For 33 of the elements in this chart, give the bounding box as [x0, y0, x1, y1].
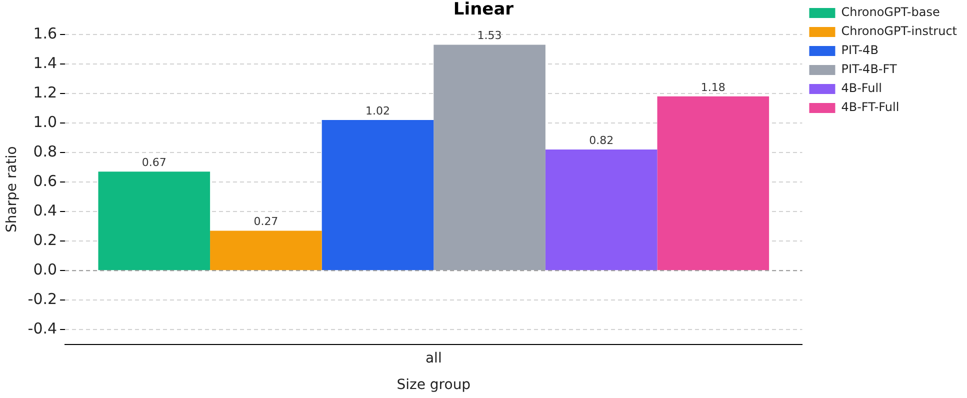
y-tick-label: 1.2 [33, 83, 58, 102]
bar [322, 120, 434, 270]
bar [98, 172, 210, 270]
legend-label: ChronoGPT-base [841, 5, 940, 20]
y-tick-label: 1.0 [33, 112, 58, 131]
x-tick-label: all [425, 350, 442, 366]
y-tick-label: 0.0 [33, 260, 58, 278]
y-tick-label: -0.2 [28, 290, 58, 308]
bar [210, 230, 322, 270]
legend-label: 4B-Full [841, 81, 882, 96]
bar [657, 96, 770, 270]
legend-label: PIT-4B [841, 43, 878, 58]
y-tick-label: 0.6 [33, 172, 58, 190]
data-label: 1.02 [365, 104, 390, 118]
y-tick-label: 1.6 [33, 24, 58, 42]
bar [434, 44, 546, 270]
y-tick-label: 0.4 [33, 201, 58, 220]
y-axis-title: Sharpe ratio [4, 146, 20, 233]
data-label: 0.67 [142, 156, 166, 170]
legend-label: ChronoGPT-instruct [841, 24, 958, 38]
bar [545, 150, 658, 270]
x-axis-title: Size group [396, 377, 471, 394]
y-tick-label: 0.8 [33, 142, 58, 160]
legend-label: 4B-FT-Full [841, 100, 900, 114]
data-label: 0.82 [589, 134, 614, 147]
y-tick-label: 1.4 [33, 54, 58, 72]
data-label: 1.53 [477, 29, 502, 42]
data-label: 1.18 [700, 80, 726, 94]
y-tick-label: -0.4 [28, 320, 58, 338]
y-tick-label: 0.2 [33, 230, 58, 249]
chart-title: Linear [453, 0, 514, 20]
legend-label: PIT-4B-FT [841, 62, 898, 76]
data-label: 0.27 [254, 215, 278, 228]
